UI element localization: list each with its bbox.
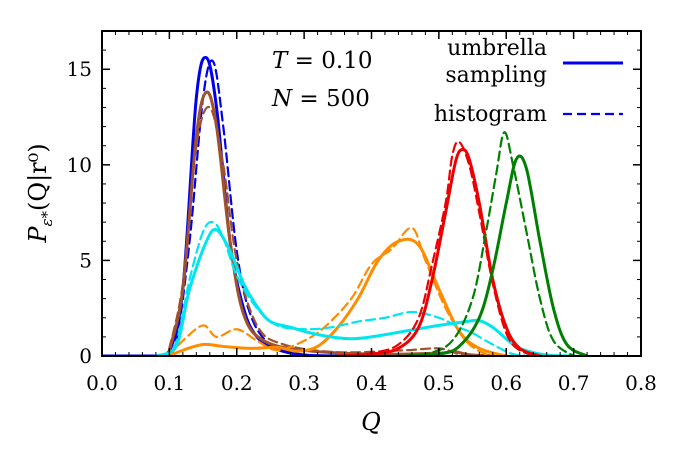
series-line-green-umbrella-sampling [403, 154, 589, 356]
y-tick-label: 5 [79, 248, 92, 272]
x-tick-label: 0.4 [356, 371, 388, 395]
series-line-green-histogram [390, 131, 575, 356]
annotation-temperature-var: T [272, 48, 289, 74]
y-tick-label: 10 [67, 153, 92, 177]
annotation-size-value: = 500 [292, 86, 370, 112]
x-axis-label: Q [361, 408, 381, 436]
legend-label-umbrella-line2: sampling [445, 63, 547, 88]
x-tick-label: 0.8 [625, 371, 657, 395]
series-line-red-histogram [336, 140, 542, 356]
x-tick-label: 0.5 [423, 371, 455, 395]
x-tick-label: 0.0 [86, 371, 118, 395]
x-tick-label: 0.7 [558, 371, 590, 395]
x-tick-label: 0.1 [153, 371, 185, 395]
annotation-temperature: T = 0.10 [272, 48, 372, 74]
legend-label-umbrella-line1: umbrella [447, 36, 547, 61]
y-axis-label: Pε*(Q|r⁰) [24, 143, 56, 243]
series-line-cyan-umbrella-sampling [154, 227, 576, 356]
series-line-orange-umbrella-sampling [167, 237, 508, 356]
y-tick-label: 15 [67, 57, 92, 81]
y-axis-label-arg: (Q|r⁰) [24, 143, 53, 211]
series-line-red-umbrella-sampling [336, 147, 542, 356]
y-tick-label: 0 [79, 344, 92, 368]
series-line-orange-histogram [168, 226, 508, 356]
annotation-size: N = 500 [271, 86, 370, 112]
x-tick-label: 0.6 [490, 371, 522, 395]
legend: umbrella sampling histogram [434, 36, 623, 127]
x-tick-label: 0.2 [221, 371, 253, 395]
annotation-size-var: N [271, 86, 293, 112]
annotation-temperature-value: = 0.10 [287, 48, 372, 74]
plot-frame [101, 30, 642, 357]
legend-label-histogram: histogram [434, 102, 547, 127]
y-axis-label-sub: ε* [38, 210, 56, 226]
x-tick-label: 0.3 [288, 371, 320, 395]
y-axis-label-main: P [24, 226, 52, 244]
series-line-brown-histogram [168, 105, 481, 356]
series-line-cyan-histogram [161, 220, 535, 356]
